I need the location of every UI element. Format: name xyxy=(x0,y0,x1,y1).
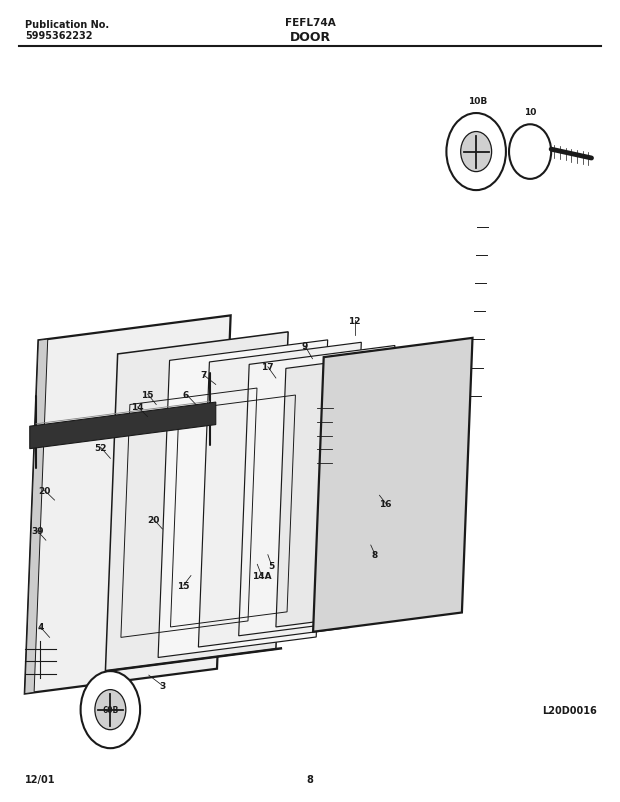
Polygon shape xyxy=(105,332,288,671)
Text: 14: 14 xyxy=(131,403,144,412)
Text: Publication No.: Publication No. xyxy=(25,20,109,30)
Text: 8: 8 xyxy=(372,550,378,560)
Polygon shape xyxy=(25,316,231,694)
Text: 8: 8 xyxy=(306,775,314,784)
Text: 20: 20 xyxy=(148,515,160,525)
Circle shape xyxy=(81,671,140,748)
Text: 14A: 14A xyxy=(252,571,272,581)
Text: 10B: 10B xyxy=(467,97,487,106)
Text: 12: 12 xyxy=(348,316,361,326)
Text: L20D0016: L20D0016 xyxy=(542,706,597,715)
Circle shape xyxy=(509,125,551,180)
Circle shape xyxy=(95,690,126,730)
Text: 6: 6 xyxy=(183,390,189,399)
Text: FEFL74A: FEFL74A xyxy=(285,18,335,28)
Text: 3: 3 xyxy=(159,681,166,691)
Polygon shape xyxy=(198,343,361,647)
Text: 10: 10 xyxy=(524,108,536,117)
Text: 12/01: 12/01 xyxy=(25,775,55,784)
Text: 17: 17 xyxy=(262,363,274,372)
Polygon shape xyxy=(239,346,395,636)
Circle shape xyxy=(446,114,506,191)
Text: 7: 7 xyxy=(200,371,206,380)
Circle shape xyxy=(461,132,492,172)
Polygon shape xyxy=(158,340,327,658)
Polygon shape xyxy=(276,351,425,627)
Polygon shape xyxy=(313,338,472,632)
Text: 5: 5 xyxy=(268,561,275,570)
Text: 39: 39 xyxy=(31,526,43,536)
Text: 9: 9 xyxy=(302,342,308,351)
Text: 5995362232: 5995362232 xyxy=(25,30,92,40)
Text: 52: 52 xyxy=(94,443,107,452)
Text: 16: 16 xyxy=(379,499,392,508)
Text: 20: 20 xyxy=(38,486,51,496)
Polygon shape xyxy=(25,340,48,694)
Text: eReplacementParts.com: eReplacementParts.com xyxy=(238,419,382,431)
Text: 4: 4 xyxy=(37,622,43,632)
Text: 15: 15 xyxy=(141,390,154,399)
Text: DOOR: DOOR xyxy=(290,31,330,44)
Text: 15: 15 xyxy=(177,581,190,590)
Polygon shape xyxy=(30,403,216,449)
Text: 60B: 60B xyxy=(102,705,118,715)
